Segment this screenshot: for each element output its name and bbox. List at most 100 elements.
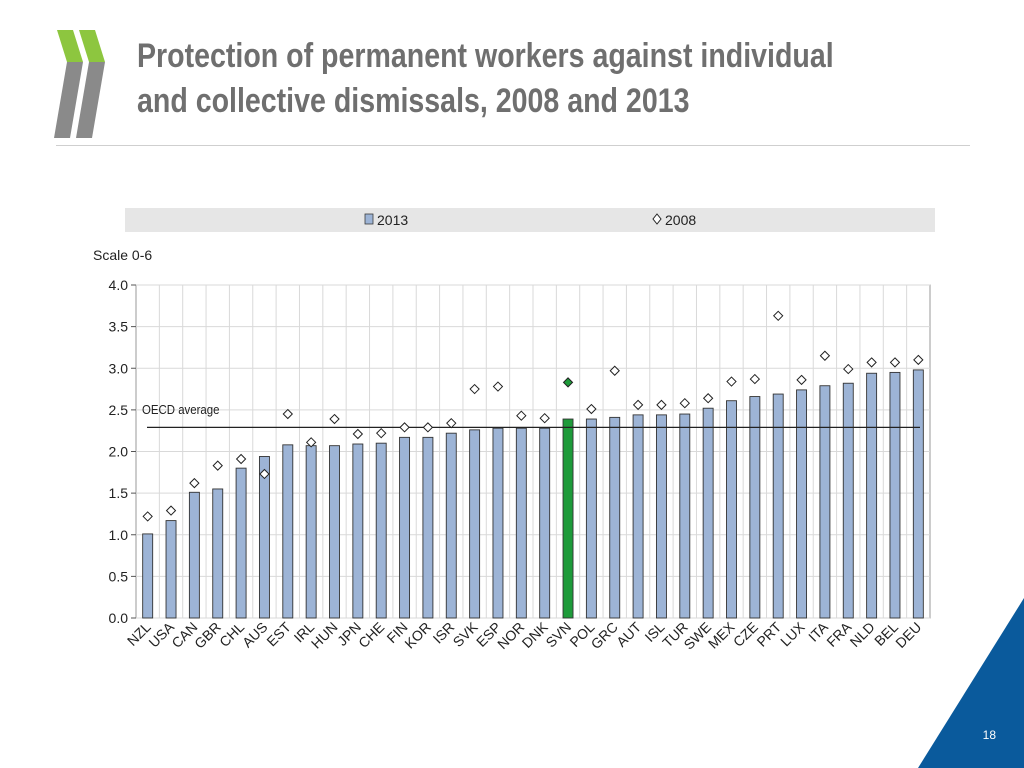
marker-2008-fra — [843, 363, 854, 375]
marker-2008-pol — [586, 403, 597, 415]
bar-svk — [469, 429, 481, 619]
marker-2008-mex — [726, 376, 737, 387]
marker-2008-ita — [819, 350, 831, 361]
marker-2008-esp — [492, 381, 504, 392]
marker-2008-tur — [679, 397, 691, 409]
bar-svn — [562, 418, 574, 619]
bar-pol — [585, 418, 597, 619]
bar-fin — [399, 436, 411, 619]
bar-jpn — [352, 443, 364, 619]
bar-grc — [609, 416, 621, 619]
marker-2008-grc — [609, 365, 620, 376]
oecd-average-label: OECD average — [142, 402, 220, 417]
bar-mex — [726, 400, 737, 619]
bar-bel — [889, 371, 901, 619]
bars-2013 — [142, 369, 924, 619]
bar-chl — [235, 467, 247, 619]
marker-2008-kor — [422, 422, 434, 433]
bar-che — [375, 442, 387, 619]
marker-2008-svn — [562, 377, 574, 388]
y-axis-label: Scale 0-6 — [93, 247, 152, 263]
bar-aut — [632, 414, 644, 619]
logo-chevron-top-right — [79, 30, 105, 62]
marker-2008-aut — [632, 399, 644, 411]
oecd-average-group: OECD average — [142, 402, 920, 428]
marker-2008-isl — [656, 399, 667, 411]
bar-fra — [842, 382, 854, 619]
bar-gbr — [212, 488, 224, 619]
logo-chevron-top-left — [57, 30, 83, 62]
bar-isl — [655, 414, 667, 619]
corner-triangle — [918, 598, 1024, 768]
marker-2008-aus — [259, 468, 270, 480]
marker-2008-cze — [749, 373, 761, 385]
marker-2008-che — [375, 427, 387, 439]
marker-2008-nor — [516, 410, 527, 421]
bar-swe — [702, 407, 714, 619]
logo-chevron-bottom-right — [76, 62, 105, 138]
marker-2008-hun — [329, 413, 340, 425]
y-tick-label: 3.0 — [109, 360, 129, 376]
legend-label-2013: 2013 — [377, 212, 408, 228]
bar-nld — [866, 372, 878, 619]
bar-deu — [912, 369, 924, 619]
y-tick-label: 2.0 — [109, 444, 129, 460]
marker-2008-lux — [796, 374, 807, 386]
bar-lux — [796, 389, 808, 619]
page-title-line-2: and collective dismissals, 2008 and 2013 — [137, 82, 690, 120]
gridlines — [131, 284, 930, 619]
bar-kor — [422, 436, 434, 619]
marker-2008-nzl — [142, 511, 153, 522]
y-axis-ticks: 0.0 0.5 1.0 1.5 2.0 2.5 3.0 3.5 4.0 — [109, 277, 129, 626]
marker-2008-chl — [235, 453, 247, 465]
bar-est — [282, 444, 294, 619]
page-title: Protection of permanent workers against … — [137, 34, 843, 124]
y-tick-label: 0.5 — [109, 568, 129, 584]
legend-marker-2008 — [652, 213, 662, 225]
marker-2008-can — [189, 477, 200, 489]
marker-2008-usa — [165, 505, 177, 516]
logo-chevron-bottom-left — [54, 62, 83, 138]
oecd-logo — [54, 30, 105, 138]
marker-2008-irl — [305, 437, 317, 448]
legend-swatch-2013 — [364, 213, 374, 225]
marker-2008-nld — [866, 357, 877, 368]
bar-aus — [258, 456, 270, 619]
y-tick-label: 0.0 — [109, 610, 129, 626]
bar-can — [188, 491, 200, 619]
page-number: 18 — [982, 728, 996, 742]
bar-nzl — [142, 533, 154, 619]
marker-2008-est — [282, 408, 294, 420]
bar-dnk — [539, 427, 551, 619]
marker-2008-jpn — [352, 428, 364, 440]
marker-2008-deu — [913, 354, 924, 366]
marker-2008-fin — [399, 422, 410, 433]
marker-2008-gbr — [212, 460, 223, 471]
legend-label-2008: 2008 — [665, 212, 696, 228]
legend-band — [125, 208, 935, 232]
y-tick-label: 3.5 — [109, 319, 129, 335]
marker-2008-isr — [446, 417, 457, 429]
y-tick-label: 2.5 — [109, 402, 129, 418]
bar-cze — [749, 396, 761, 619]
bar-nor — [515, 427, 527, 619]
title-divider — [56, 145, 970, 146]
bar-ita — [819, 385, 831, 619]
marker-2008-dnk — [539, 412, 550, 424]
bar-prt — [772, 393, 784, 619]
marker-2008-bel — [889, 357, 901, 368]
marker-2008-swe — [702, 393, 714, 404]
bar-isr — [445, 432, 457, 619]
marker-2008-prt — [772, 310, 784, 321]
bar-usa — [165, 520, 177, 619]
y-tick-label: 1.0 — [109, 527, 129, 543]
y-tick-label: 4.0 — [109, 277, 129, 293]
marker-2008-svk — [469, 383, 480, 395]
page-title-line-1: Protection of permanent workers against … — [137, 37, 834, 75]
bar-esp — [492, 427, 504, 619]
bar-tur — [679, 413, 691, 619]
bar-hun — [329, 445, 340, 619]
y-tick-label: 1.5 — [109, 485, 129, 501]
